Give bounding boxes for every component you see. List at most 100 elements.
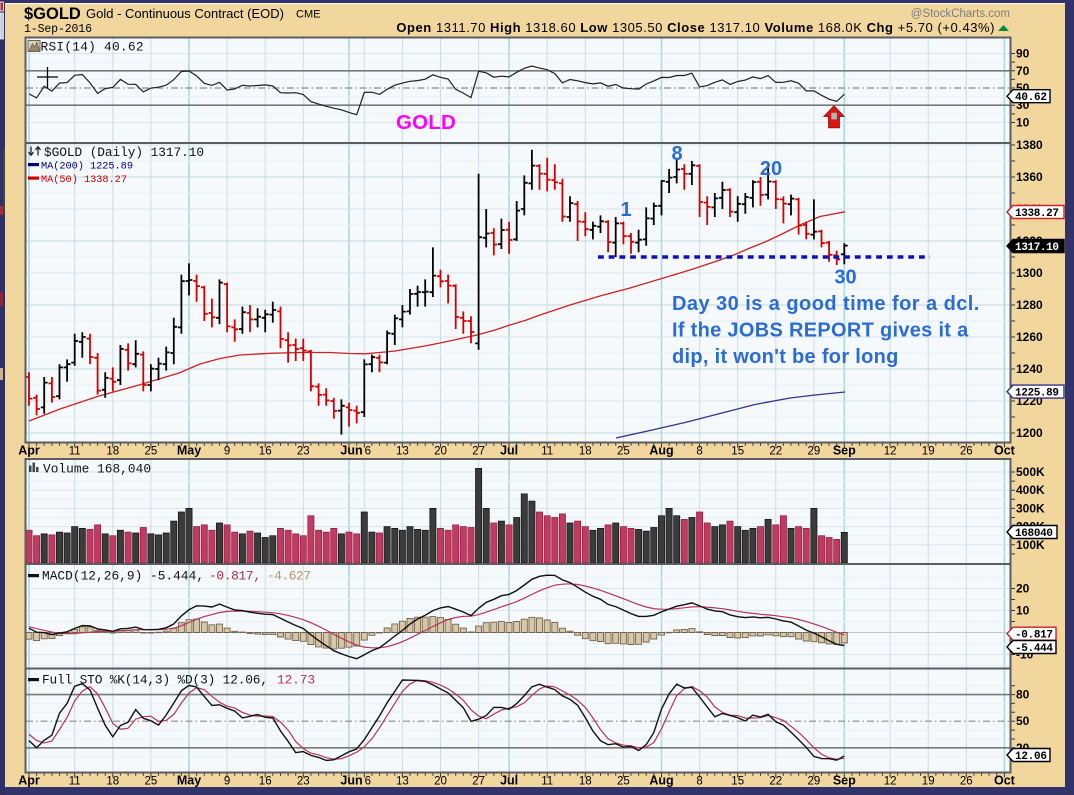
svg-text:11: 11	[69, 446, 81, 458]
svg-text:-4.627: -4.627	[267, 569, 311, 584]
svg-text:12.06: 12.06	[1015, 751, 1047, 763]
svg-text:dip, it won't be for long: dip, it won't be for long	[672, 346, 899, 368]
svg-text:RSI(14) 40.62: RSI(14) 40.62	[41, 40, 144, 55]
svg-text:26: 26	[960, 446, 973, 458]
svg-text:Jul: Jul	[500, 444, 518, 458]
svg-text:Open 1311.70 High 1318.60 Low: Open 1311.70 High 1318.60 Low 1305.50 Cl…	[396, 20, 995, 35]
svg-text:29: 29	[808, 776, 821, 788]
svg-text:1300: 1300	[1016, 266, 1043, 280]
svg-text:22: 22	[769, 776, 782, 788]
svg-text:-5.444: -5.444	[1015, 643, 1053, 655]
svg-text:18: 18	[579, 776, 592, 788]
svg-text:8: 8	[671, 143, 682, 165]
svg-text:-0.817: -0.817	[1015, 630, 1053, 642]
svg-text:18: 18	[579, 446, 592, 458]
svg-text:MA(50) 1338.27: MA(50) 1338.27	[41, 174, 127, 186]
svg-text:25: 25	[617, 446, 630, 458]
svg-text:1225.89: 1225.89	[1015, 388, 1059, 400]
svg-text:Aug: Aug	[649, 774, 673, 788]
svg-text:Oct: Oct	[994, 774, 1016, 788]
svg-text:$GOLD: $GOLD	[24, 5, 81, 23]
svg-text:Day 30 is a good time for a dc: Day 30 is a good time for a dcl.	[672, 293, 980, 315]
svg-text:CME: CME	[296, 9, 320, 21]
svg-text:23: 23	[297, 776, 310, 788]
svg-text:1260: 1260	[1016, 330, 1043, 344]
svg-text:Sep: Sep	[833, 774, 856, 788]
svg-text:Oct: Oct	[994, 444, 1016, 458]
svg-text:15: 15	[731, 776, 744, 788]
svg-text:1-Sep-2016: 1-Sep-2016	[24, 23, 92, 36]
svg-text:1317.10: 1317.10	[1015, 242, 1059, 254]
svg-text:19: 19	[922, 446, 935, 458]
svg-text:9: 9	[224, 446, 230, 458]
svg-text:26: 26	[960, 776, 973, 788]
svg-text:20: 20	[434, 446, 447, 458]
svg-text:22: 22	[769, 446, 782, 458]
svg-text:9: 9	[224, 776, 230, 788]
svg-text:23: 23	[297, 446, 310, 458]
svg-text:27: 27	[472, 776, 485, 788]
svg-text:11: 11	[69, 776, 81, 788]
svg-text:8: 8	[696, 776, 702, 788]
svg-text:GOLD: GOLD	[396, 111, 456, 134]
svg-text:30: 30	[834, 267, 856, 289]
svg-text:29: 29	[808, 446, 821, 458]
svg-text:168040: 168040	[1015, 528, 1053, 540]
svg-text:50: 50	[1016, 714, 1030, 728]
svg-text:12: 12	[884, 776, 897, 788]
svg-text:13: 13	[396, 776, 409, 788]
svg-text:25: 25	[145, 446, 158, 458]
svg-text:40.62: 40.62	[1015, 92, 1047, 104]
svg-text:1200: 1200	[1016, 426, 1043, 440]
svg-text:May: May	[177, 444, 201, 458]
svg-text:25: 25	[617, 776, 630, 788]
svg-text:500K: 500K	[1016, 465, 1045, 479]
svg-text:70: 70	[1016, 64, 1030, 78]
svg-text:300K: 300K	[1016, 501, 1045, 515]
svg-text:10: 10	[1016, 604, 1030, 618]
svg-text:1380: 1380	[1016, 138, 1043, 152]
svg-text:15: 15	[731, 446, 744, 458]
svg-text:12.73: 12.73	[277, 673, 315, 688]
svg-text:Aug: Aug	[649, 444, 673, 458]
svg-text:1280: 1280	[1016, 298, 1043, 312]
svg-text:6: 6	[365, 446, 371, 458]
svg-text:8: 8	[696, 446, 702, 458]
svg-text:20: 20	[760, 158, 782, 180]
svg-text:13: 13	[396, 446, 409, 458]
svg-text:Full STO %K(14,3) %D(3) 12.06,: Full STO %K(14,3) %D(3) 12.06,	[42, 673, 268, 688]
svg-text:12: 12	[884, 446, 897, 458]
svg-text:1: 1	[620, 199, 631, 221]
svg-text:6: 6	[365, 776, 371, 788]
svg-text:May: May	[177, 774, 201, 788]
svg-text:Jun: Jun	[340, 774, 362, 788]
svg-text:80: 80	[1016, 688, 1030, 702]
svg-text:1360: 1360	[1016, 170, 1043, 184]
svg-text:11: 11	[541, 446, 553, 458]
svg-text:18: 18	[106, 446, 119, 458]
svg-text:18: 18	[106, 776, 119, 788]
svg-text:27: 27	[472, 446, 485, 458]
svg-text:11: 11	[541, 776, 553, 788]
svg-text:If the JOBS REPORT gives it a: If the JOBS REPORT gives it a	[672, 320, 969, 342]
svg-text:19: 19	[922, 776, 935, 788]
svg-text:20: 20	[1016, 582, 1030, 596]
svg-text:90: 90	[1016, 47, 1030, 61]
svg-text:20: 20	[434, 776, 447, 788]
svg-text:MACD(12,26,9) -5.444,: MACD(12,26,9) -5.444,	[42, 569, 204, 584]
svg-text:25: 25	[145, 776, 158, 788]
svg-text:10: 10	[1016, 116, 1030, 130]
svg-text:$GOLD (Daily) 1317.10: $GOLD (Daily) 1317.10	[44, 145, 204, 160]
svg-text:Jul: Jul	[500, 774, 518, 788]
svg-text:Apr: Apr	[18, 774, 40, 788]
svg-text:Volume 168,040: Volume 168,040	[43, 462, 151, 477]
svg-text:Jun: Jun	[340, 444, 362, 458]
svg-text:1338.27: 1338.27	[1015, 208, 1059, 220]
svg-text:100K: 100K	[1016, 538, 1045, 552]
svg-text:-0.817,: -0.817,	[209, 569, 261, 584]
svg-text:16: 16	[259, 446, 272, 458]
svg-text:1240: 1240	[1016, 362, 1043, 376]
svg-text:16: 16	[259, 776, 272, 788]
svg-text:Sep: Sep	[833, 444, 856, 458]
svg-text:400K: 400K	[1016, 483, 1045, 497]
